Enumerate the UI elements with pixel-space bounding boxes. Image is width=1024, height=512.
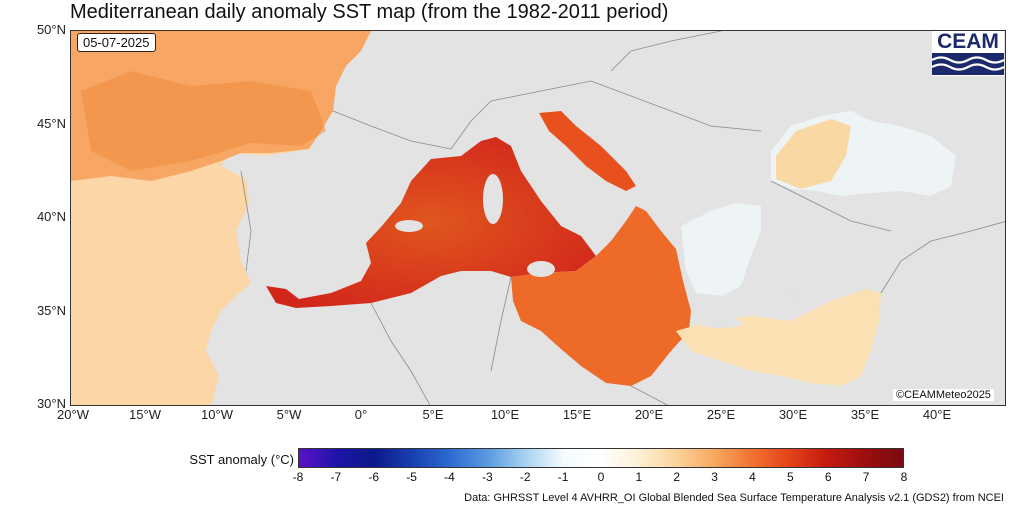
colorbar-tick-label: -7	[330, 470, 342, 484]
x-tick-label: 15°E	[562, 407, 592, 422]
y-tick-label: 30°N	[36, 396, 66, 411]
colorbar-tick-label: 6	[824, 470, 832, 484]
colorbar-tick-label: 7	[862, 470, 870, 484]
colorbar-tick-label: 0	[597, 470, 605, 484]
x-tick-label: 30°E	[778, 407, 808, 422]
y-tick-label: 45°N	[36, 116, 66, 131]
map-title: Mediterranean daily anomaly SST map (fro…	[70, 1, 669, 23]
colorbar-tick-label: 5	[787, 470, 794, 484]
colorbar-tick-label: -4	[444, 470, 455, 484]
sicily-island	[527, 261, 555, 277]
sst-anomaly-map	[70, 30, 1006, 406]
crete-island	[699, 318, 743, 328]
x-tick-label: 10°E	[490, 407, 520, 422]
x-tick-label: 5°W	[276, 407, 302, 422]
colorbar-tick-label: -6	[368, 470, 380, 484]
colorbar-tick-label: -8	[292, 470, 304, 484]
colorbar-tick-label: 2	[673, 470, 681, 484]
data-source-note: Data: GHRSST Level 4 AVHRR_OI Global Ble…	[464, 492, 1004, 504]
ceam-waves-logo-icon	[932, 53, 1004, 75]
cyprus-island	[779, 295, 799, 303]
colorbar-tick-label: 3	[711, 470, 718, 484]
corsica-sardinia-island	[483, 174, 503, 224]
x-tick-label: 15°W	[129, 407, 161, 422]
logo-text: CEAM	[937, 30, 999, 53]
x-tick-label: 20°E	[634, 407, 664, 422]
western-mediterranean	[266, 137, 596, 308]
y-tick-label: 40°N	[36, 209, 66, 224]
colorbar-tick-label: 1	[635, 470, 643, 484]
x-tick-label: 40°E	[922, 407, 952, 422]
adriatic-sea	[539, 111, 636, 191]
aegean-sea	[681, 203, 761, 296]
country-borders	[240, 31, 1005, 405]
balearic-islands	[395, 220, 423, 232]
x-tick-label: 25°E	[706, 407, 736, 422]
x-tick-label: 10°W	[201, 407, 233, 422]
atlantic-strong-anomaly	[81, 71, 326, 171]
colorbar-tick-label: -1	[557, 470, 569, 484]
x-tick-label: 35°E	[850, 407, 880, 422]
date-label: 05-07-2025	[77, 33, 156, 52]
colorbar-tick-label: 8	[900, 470, 908, 484]
x-tick-label: 20°W	[57, 407, 89, 422]
central-mediterranean	[511, 206, 691, 386]
colorbar	[298, 448, 904, 468]
colorbar-tick-label: -5	[406, 470, 417, 484]
colorbar-label: SST anomaly (°C)	[189, 452, 294, 467]
y-tick-label: 35°N	[36, 303, 66, 318]
colorbar-tick-label: 4	[749, 470, 756, 484]
copyright-credit: ©CEAMMeteo2025	[893, 389, 994, 401]
x-tick-label: 5°E	[422, 407, 444, 422]
black-sea-warm-patch	[776, 119, 851, 189]
x-tick-label: 0°	[354, 407, 368, 422]
colorbar-tick-label: -3	[482, 470, 493, 484]
y-tick-label: 50°N	[36, 22, 66, 37]
colorbar-tick-label: -2	[519, 470, 531, 484]
eastern-mediterranean	[676, 289, 881, 386]
map-canvas	[71, 31, 1005, 405]
ceam-logo: CEAM	[932, 31, 1004, 76]
